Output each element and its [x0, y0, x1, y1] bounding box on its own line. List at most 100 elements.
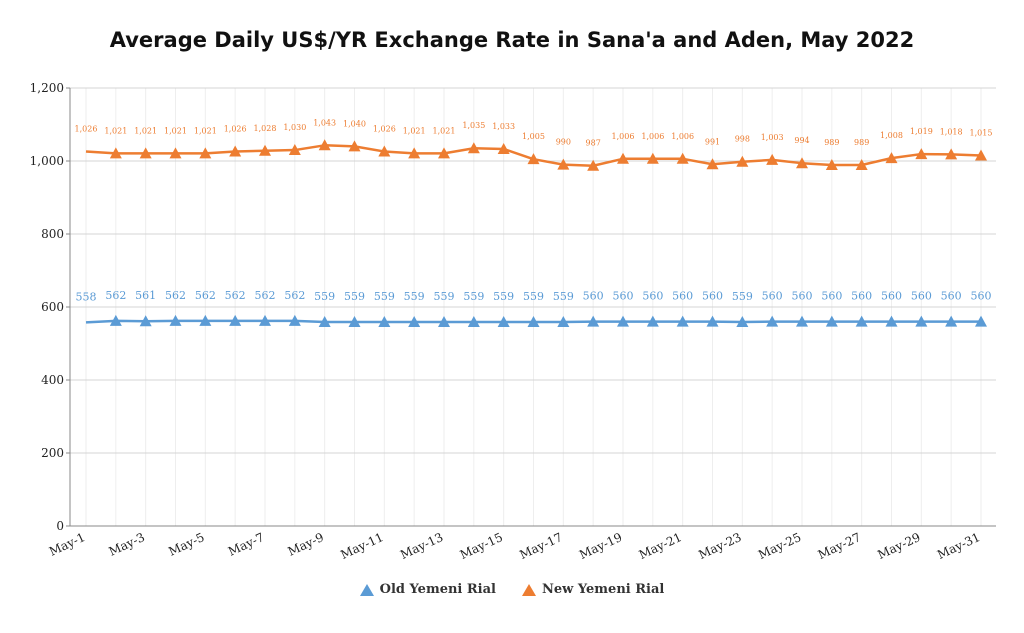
data-label: 559 [553, 290, 574, 303]
data-point-marker[interactable] [855, 159, 868, 171]
data-point-marker[interactable] [706, 158, 719, 170]
data-label: 562 [225, 289, 246, 302]
x-tick-label: May-27 [816, 530, 863, 562]
data-label: 560 [613, 290, 634, 303]
data-label: 1,021 [194, 126, 217, 135]
y-tick-label: 800 [41, 227, 64, 241]
data-point-marker[interactable] [199, 147, 212, 159]
data-point-marker[interactable] [229, 145, 242, 157]
data-point-marker[interactable] [617, 315, 629, 327]
data-point-marker[interactable] [318, 139, 331, 151]
data-point-marker[interactable] [646, 315, 659, 327]
data-point-marker[interactable] [497, 142, 510, 154]
data-point-marker[interactable] [259, 144, 271, 156]
data-label: 1,003 [761, 133, 784, 142]
data-point-marker[interactable] [139, 315, 152, 327]
x-tick-label: May-29 [875, 530, 922, 562]
data-point-marker[interactable] [259, 314, 271, 326]
legend-label-old-rial: Old Yemeni Rial [379, 582, 496, 597]
x-tick-label: May-19 [577, 530, 624, 562]
data-point-marker[interactable] [945, 148, 958, 160]
data-point-marker[interactable] [587, 315, 600, 327]
data-label: 560 [851, 290, 872, 303]
data-label: 560 [971, 290, 992, 303]
x-tick-label: May-11 [338, 530, 385, 562]
data-point-marker[interactable] [796, 315, 808, 327]
data-point-marker[interactable] [169, 314, 182, 326]
y-tick-label: 400 [41, 373, 64, 387]
legend: Old Yemeni Rial New Yemeni Rial [0, 582, 1024, 597]
data-label: 560 [821, 290, 842, 303]
data-point-marker[interactable] [825, 315, 838, 327]
data-point-marker[interactable] [467, 315, 480, 327]
data-label: 1,018 [940, 127, 963, 136]
data-point-marker[interactable] [378, 145, 391, 157]
data-label: 1,006 [612, 132, 635, 141]
data-point-marker[interactable] [766, 315, 779, 327]
data-label: 998 [735, 135, 750, 144]
data-point-marker[interactable] [408, 315, 421, 327]
data-label: 559 [314, 290, 335, 303]
data-label: 990 [556, 138, 571, 147]
data-point-marker[interactable] [885, 315, 898, 327]
data-point-marker[interactable] [975, 149, 987, 161]
data-label: 562 [255, 289, 276, 302]
data-point-marker[interactable] [617, 152, 629, 164]
data-label: 1,008 [880, 131, 903, 140]
data-point-marker[interactable] [676, 152, 689, 164]
data-point-marker[interactable] [139, 147, 152, 159]
data-label: 989 [824, 138, 839, 147]
data-point-marker[interactable] [915, 148, 928, 160]
data-point-marker[interactable] [378, 315, 391, 327]
data-point-marker[interactable] [736, 155, 749, 167]
data-label: 1,030 [283, 123, 306, 132]
data-point-marker[interactable] [766, 153, 779, 165]
data-point-marker[interactable] [288, 314, 301, 326]
data-point-marker[interactable] [408, 147, 421, 159]
data-point-marker[interactable] [796, 157, 808, 169]
data-label: 559 [344, 290, 365, 303]
data-point-marker[interactable] [557, 158, 570, 170]
data-point-marker[interactable] [736, 315, 749, 327]
y-tick-label: 0 [56, 519, 64, 533]
data-point-marker[interactable] [438, 147, 450, 159]
data-point-marker[interactable] [288, 144, 301, 156]
data-point-marker[interactable] [109, 147, 122, 159]
data-point-marker[interactable] [855, 315, 868, 327]
data-label: 1,021 [403, 126, 426, 135]
data-point-marker[interactable] [825, 159, 838, 171]
data-labels: 558 562 561 562 562 562 562 562 559 559 559 559 559 5… [75, 118, 993, 303]
data-point-marker[interactable] [229, 314, 242, 326]
data-point-marker[interactable] [348, 140, 361, 152]
chart-title: Average Daily US$/YR Exchange Rate in Sa… [109, 28, 915, 52]
data-point-marker[interactable] [438, 315, 450, 327]
y-tick-label: 1,200 [30, 81, 64, 95]
data-point-marker[interactable] [557, 315, 570, 327]
data-point-marker[interactable] [318, 315, 331, 327]
data-point-marker[interactable] [706, 315, 719, 327]
data-point-marker[interactable] [885, 152, 898, 164]
data-label: 1,035 [462, 121, 485, 130]
data-point-marker[interactable] [169, 147, 182, 159]
data-point-marker[interactable] [915, 315, 928, 327]
data-label: 560 [672, 290, 693, 303]
data-point-marker[interactable] [527, 315, 540, 327]
data-point-marker[interactable] [348, 315, 361, 327]
data-label: 560 [941, 290, 962, 303]
data-point-marker[interactable] [587, 159, 600, 171]
data-point-marker[interactable] [109, 314, 122, 326]
data-point-marker[interactable] [975, 315, 987, 327]
data-point-marker[interactable] [527, 153, 540, 165]
data-point-marker[interactable] [199, 314, 212, 326]
data-point-marker[interactable] [497, 315, 510, 327]
data-label: 994 [794, 136, 809, 145]
data-point-marker[interactable] [467, 142, 480, 154]
data-point-marker[interactable] [646, 152, 659, 164]
data-point-marker[interactable] [945, 315, 958, 327]
data-point-marker[interactable] [676, 315, 689, 327]
x-tick-label: May-5 [166, 530, 206, 559]
legend-item-old-rial[interactable]: Old Yemeni Rial [359, 582, 496, 597]
legend-item-new-rial[interactable]: New Yemeni Rial [522, 582, 664, 597]
data-label: 1,015 [970, 129, 993, 138]
